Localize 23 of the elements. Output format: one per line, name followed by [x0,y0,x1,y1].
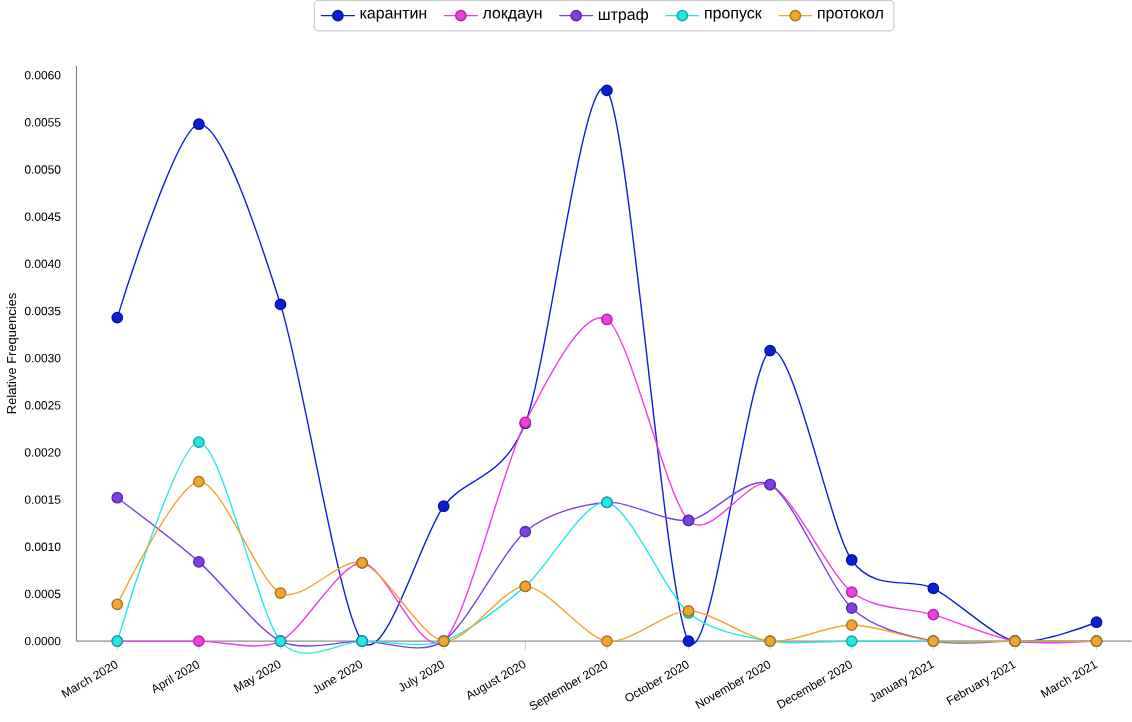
y-tick-label: 0.0050 [24,165,61,174]
legend-label: протокол [818,9,883,22]
y-tick-label: 0.0040 [24,259,61,269]
legend-label: пропуск [705,9,762,22]
legend-label: локдаун [482,9,542,22]
y-tick-label: 0.0035 [24,306,61,316]
y-tick-label: 0.0025 [24,401,61,410]
y-tick-label: 0.0045 [24,212,61,221]
y-tick-label: 0.0030 [24,353,61,363]
y-tick-label: 0.0000 [24,636,61,646]
y-axis-title: Relative Frequencies [6,293,19,414]
x-tick-label: June 2020 [313,660,363,694]
x-tick-label: July 2020 [399,660,444,692]
legend-label: штраф [598,8,649,24]
y-tick-label: 0.0015 [24,495,61,504]
legend-label: карантин [360,9,427,22]
x-tick-label: April 2020 [152,660,200,694]
y-tick-label: 0.0010 [24,542,61,551]
y-tick-label: 0.0060 [24,70,61,80]
y-tick-label: 0.0055 [24,118,61,127]
y-tick-label: 0.0020 [24,448,61,457]
x-tick-label: May 2020 [233,660,281,693]
y-tick-label: 0.0005 [24,589,61,599]
